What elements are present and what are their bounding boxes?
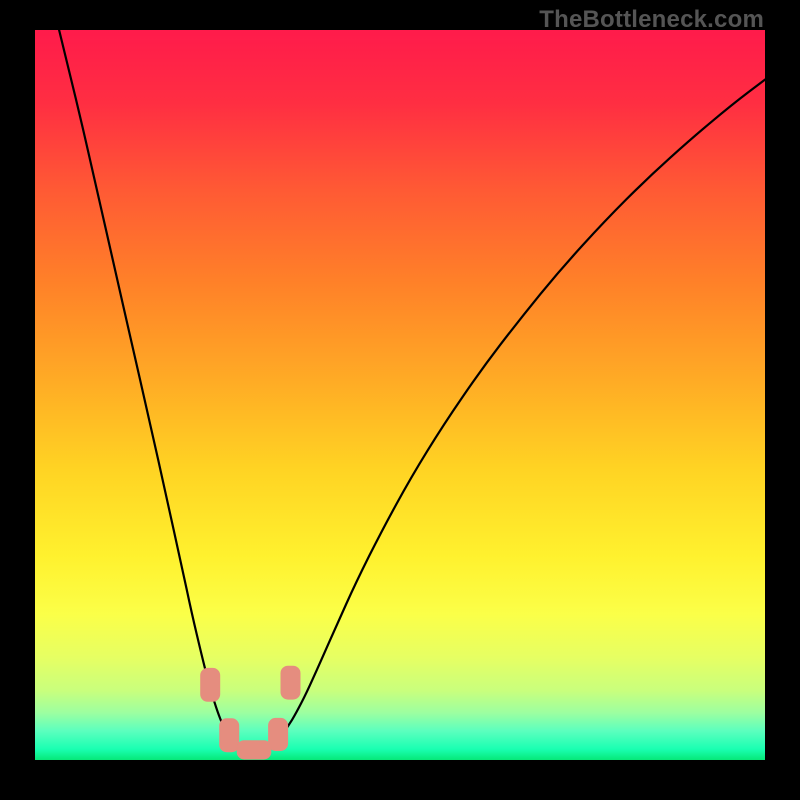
marker-blob bbox=[237, 741, 271, 759]
marker-blob bbox=[269, 718, 288, 750]
curve-layer bbox=[0, 0, 800, 800]
chart-stage: TheBottleneck.com bbox=[0, 0, 800, 800]
marker-blob bbox=[201, 668, 220, 701]
marker-blob bbox=[220, 719, 239, 752]
watermark-text: TheBottleneck.com bbox=[539, 6, 764, 34]
marker-blob bbox=[281, 666, 300, 699]
bottleneck-curve bbox=[59, 30, 765, 750]
